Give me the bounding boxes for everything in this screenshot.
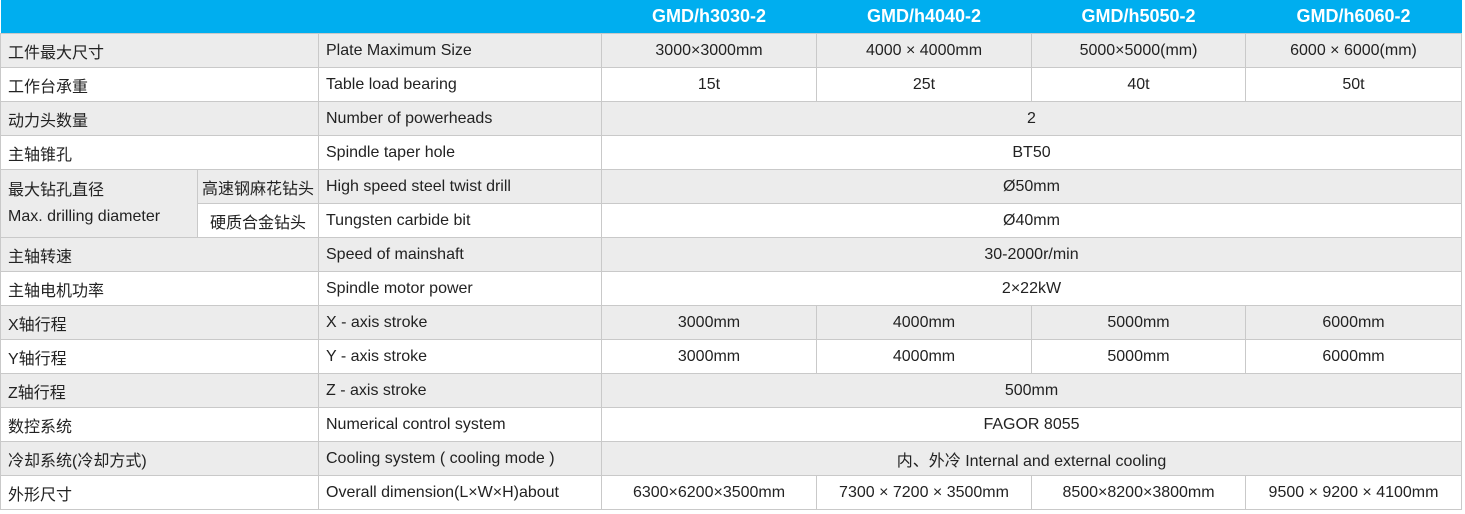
spec-label-cn: 动力头数量: [0, 101, 319, 136]
spec-label-en: Table load bearing: [318, 67, 602, 102]
spec-value: 3000×3000mm: [601, 33, 817, 68]
spec-label-cn: 数控系统: [0, 407, 319, 442]
spec-value: 6000mm: [1245, 339, 1462, 374]
spec-label-en: Number of powerheads: [318, 101, 602, 136]
table-row: 外形尺寸 Overall dimension(L×W×H)about 6300×62…: [0, 475, 1462, 510]
spec-label-en: Cooling system ( cooling mode ): [318, 441, 602, 476]
spec-value: 500mm: [601, 373, 1462, 408]
spec-value: 3000mm: [601, 339, 817, 374]
spec-label-cn: X轴行程: [0, 305, 319, 340]
spec-label-cn: 外形尺寸: [0, 475, 319, 510]
spec-label-cn: 主轴转速: [0, 237, 319, 272]
spec-label-en: Z - axis stroke: [318, 373, 602, 408]
spec-label-cn: Z轴行程: [0, 373, 319, 408]
spec-label-en: Spindle taper hole: [318, 135, 602, 170]
spec-value: 7300 × 7200 × 3500mm: [816, 475, 1032, 510]
spec-value: 6000 × 6000(mm): [1245, 33, 1462, 68]
spec-label-en-text: Max. drilling diameter: [8, 207, 161, 225]
spec-value: Ø50mm: [601, 169, 1462, 204]
spec-label-en: Tungsten carbide bit: [318, 203, 602, 238]
table-row: 冷却系统(冷却方式) Cooling system ( cooling mode …: [0, 441, 1462, 476]
table-row: 工作台承重 Table load bearing 15t 25t 40t 50t: [0, 67, 1462, 102]
spec-label-cn: 最大钻孔直径 Max. drilling diameter: [0, 169, 198, 238]
table-row: 主轴锥孔 Spindle taper hole BT50: [0, 135, 1462, 170]
spec-value: 内、外冷 Internal and external cooling: [601, 441, 1462, 476]
table-row: 动力头数量 Number of powerheads 2: [0, 101, 1462, 136]
spec-label-en: Plate Maximum Size: [318, 33, 602, 68]
spec-value: 15t: [601, 67, 817, 102]
spec-value: 6300×6200×3500mm: [601, 475, 817, 510]
spec-value: 4000mm: [816, 305, 1032, 340]
table-row: 最大钻孔直径 Max. drilling diameter 高速钢麻花钻头 High …: [0, 169, 1462, 238]
table-row: Z轴行程 Z - axis stroke 500mm: [0, 373, 1462, 408]
spec-value: FAGOR 8055: [601, 407, 1462, 442]
spec-value: 5000mm: [1031, 339, 1246, 374]
spec-label-en: High speed steel twist drill: [318, 169, 602, 204]
spec-value: 50t: [1245, 67, 1462, 102]
spec-label-cn: 主轴电机功率: [0, 271, 319, 306]
header-blank: [0, 0, 602, 34]
spec-label-cn: 工件最大尺寸: [0, 33, 319, 68]
table-row: 数控系统 Numerical control system FAGOR 8055: [0, 407, 1462, 442]
spec-label-cn: 冷却系统(冷却方式): [0, 441, 319, 476]
table-row: 主轴转速 Speed of mainshaft 30-2000r/min: [0, 237, 1462, 272]
spec-value: 2×22kW: [601, 271, 1462, 306]
spec-value: 4000mm: [816, 339, 1032, 374]
table-row: Y轴行程 Y - axis stroke 3000mm 4000mm 5000mm 600…: [0, 339, 1462, 374]
model-header: GMD/h6060-2: [1245, 0, 1462, 34]
spec-sublabel: 高速钢麻花钻头: [197, 169, 319, 204]
table-row: 主轴电机功率 Spindle motor power 2×22kW: [0, 271, 1462, 306]
spec-value: 9500 × 9200 × 4100mm: [1245, 475, 1462, 510]
spec-value: 6000mm: [1245, 305, 1462, 340]
spec-label-cn: Y轴行程: [0, 339, 319, 374]
spec-value: 4000 × 4000mm: [816, 33, 1032, 68]
spec-label-cn: 工作台承重: [0, 67, 319, 102]
spec-value: 3000mm: [601, 305, 817, 340]
table-row: 硬质合金钻头 Tungsten carbide bit Ø40mm: [1, 203, 1462, 238]
spec-label-cn-text: 最大钻孔直径: [8, 181, 105, 199]
header-row: GMD/h3030-2 GMD/h4040-2 GMD/h5050-2 GMD/…: [0, 0, 1462, 34]
spec-value: 8500×8200×3800mm: [1031, 475, 1246, 510]
spec-value: 2: [601, 101, 1462, 136]
spec-value: 30-2000r/min: [601, 237, 1462, 272]
model-header: GMD/h3030-2: [601, 0, 817, 34]
model-header: GMD/h5050-2: [1031, 0, 1246, 34]
spec-label-cn: 主轴锥孔: [0, 135, 319, 170]
table-row: X轴行程 X - axis stroke 3000mm 4000mm 5000mm 600…: [0, 305, 1462, 340]
spec-value: Ø40mm: [601, 203, 1462, 238]
model-header: GMD/h4040-2: [816, 0, 1032, 34]
spec-value: 25t: [816, 67, 1032, 102]
spec-sublabel: 硬质合金钻头: [197, 203, 319, 238]
spec-label-en: Speed of mainshaft: [318, 237, 602, 272]
spec-value: 5000×5000(mm): [1031, 33, 1246, 68]
spec-label-en: Overall dimension(L×W×H)about: [318, 475, 602, 510]
spec-label-en: Numerical control system: [318, 407, 602, 442]
spec-value: 5000mm: [1031, 305, 1246, 340]
spec-label-en: Y - axis stroke: [318, 339, 602, 374]
spec-label-en: Spindle motor power: [318, 271, 602, 306]
table-row: 工件最大尺寸 Plate Maximum Size 3000×3000mm 4000 …: [0, 33, 1462, 68]
spec-value: BT50: [601, 135, 1462, 170]
spec-value: 40t: [1031, 67, 1246, 102]
spec-label-en: X - axis stroke: [318, 305, 602, 340]
